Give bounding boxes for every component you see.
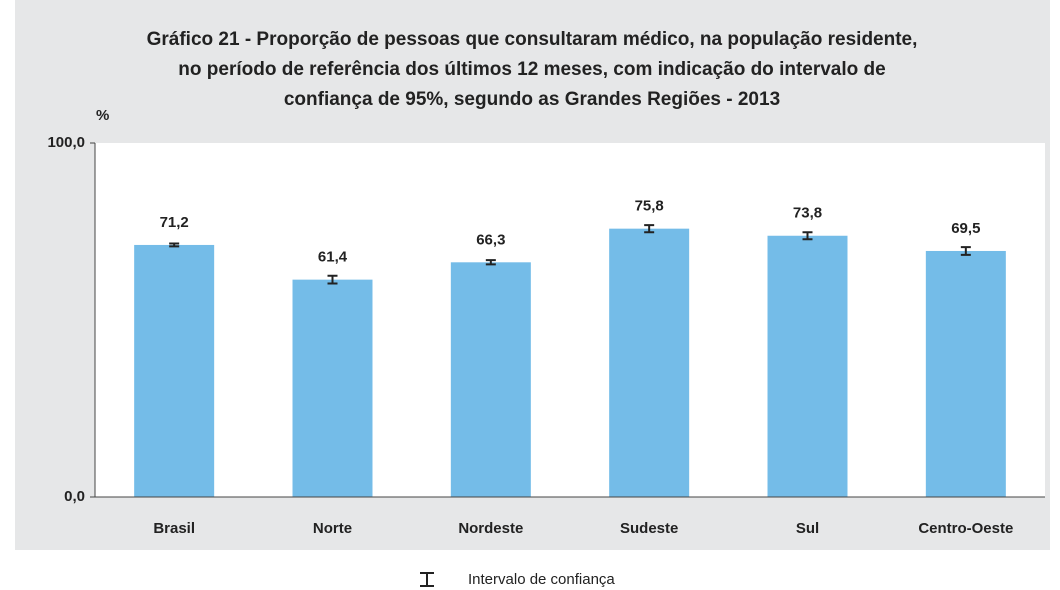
x-tick-label: Sul (796, 520, 819, 537)
error-bar (960, 246, 971, 256)
legend-label: Intervalo de confiança (468, 571, 615, 588)
chart-title: Gráfico 21 - Proporção de pessoas que co… (147, 29, 918, 50)
value-label: 75,8 (635, 198, 664, 215)
x-tick-label: Norte (313, 520, 352, 537)
x-tick-label: Sudeste (620, 520, 678, 537)
value-label: 61,4 (318, 249, 348, 266)
x-tick-label: Centro-Oeste (918, 520, 1013, 537)
value-label: 66,3 (476, 231, 505, 248)
bar (925, 250, 1006, 497)
x-tick-label: Nordeste (458, 520, 523, 537)
plot-area (95, 143, 1045, 497)
value-label: 69,5 (951, 220, 980, 237)
y-tick-label: 100,0 (47, 134, 85, 151)
bar (134, 244, 215, 497)
error-bar (802, 231, 813, 241)
value-label: 71,2 (160, 214, 189, 231)
error-bar (169, 242, 180, 248)
bar (767, 235, 848, 498)
chart-title: no período de referência dos últimos 12 … (178, 59, 885, 80)
legend-icon (420, 572, 434, 587)
bar (450, 262, 531, 497)
error-bar (327, 274, 338, 285)
y-tick-label: 0,0 (64, 488, 85, 505)
value-label: 73,8 (793, 205, 822, 222)
error-bar (485, 259, 496, 266)
error-bar (644, 224, 655, 234)
chart-title: confiança de 95%, segundo as Grandes Reg… (284, 89, 780, 110)
bar (292, 279, 373, 497)
y-axis-label: % (96, 107, 109, 124)
x-tick-label: Brasil (153, 520, 195, 537)
bar (609, 228, 690, 497)
